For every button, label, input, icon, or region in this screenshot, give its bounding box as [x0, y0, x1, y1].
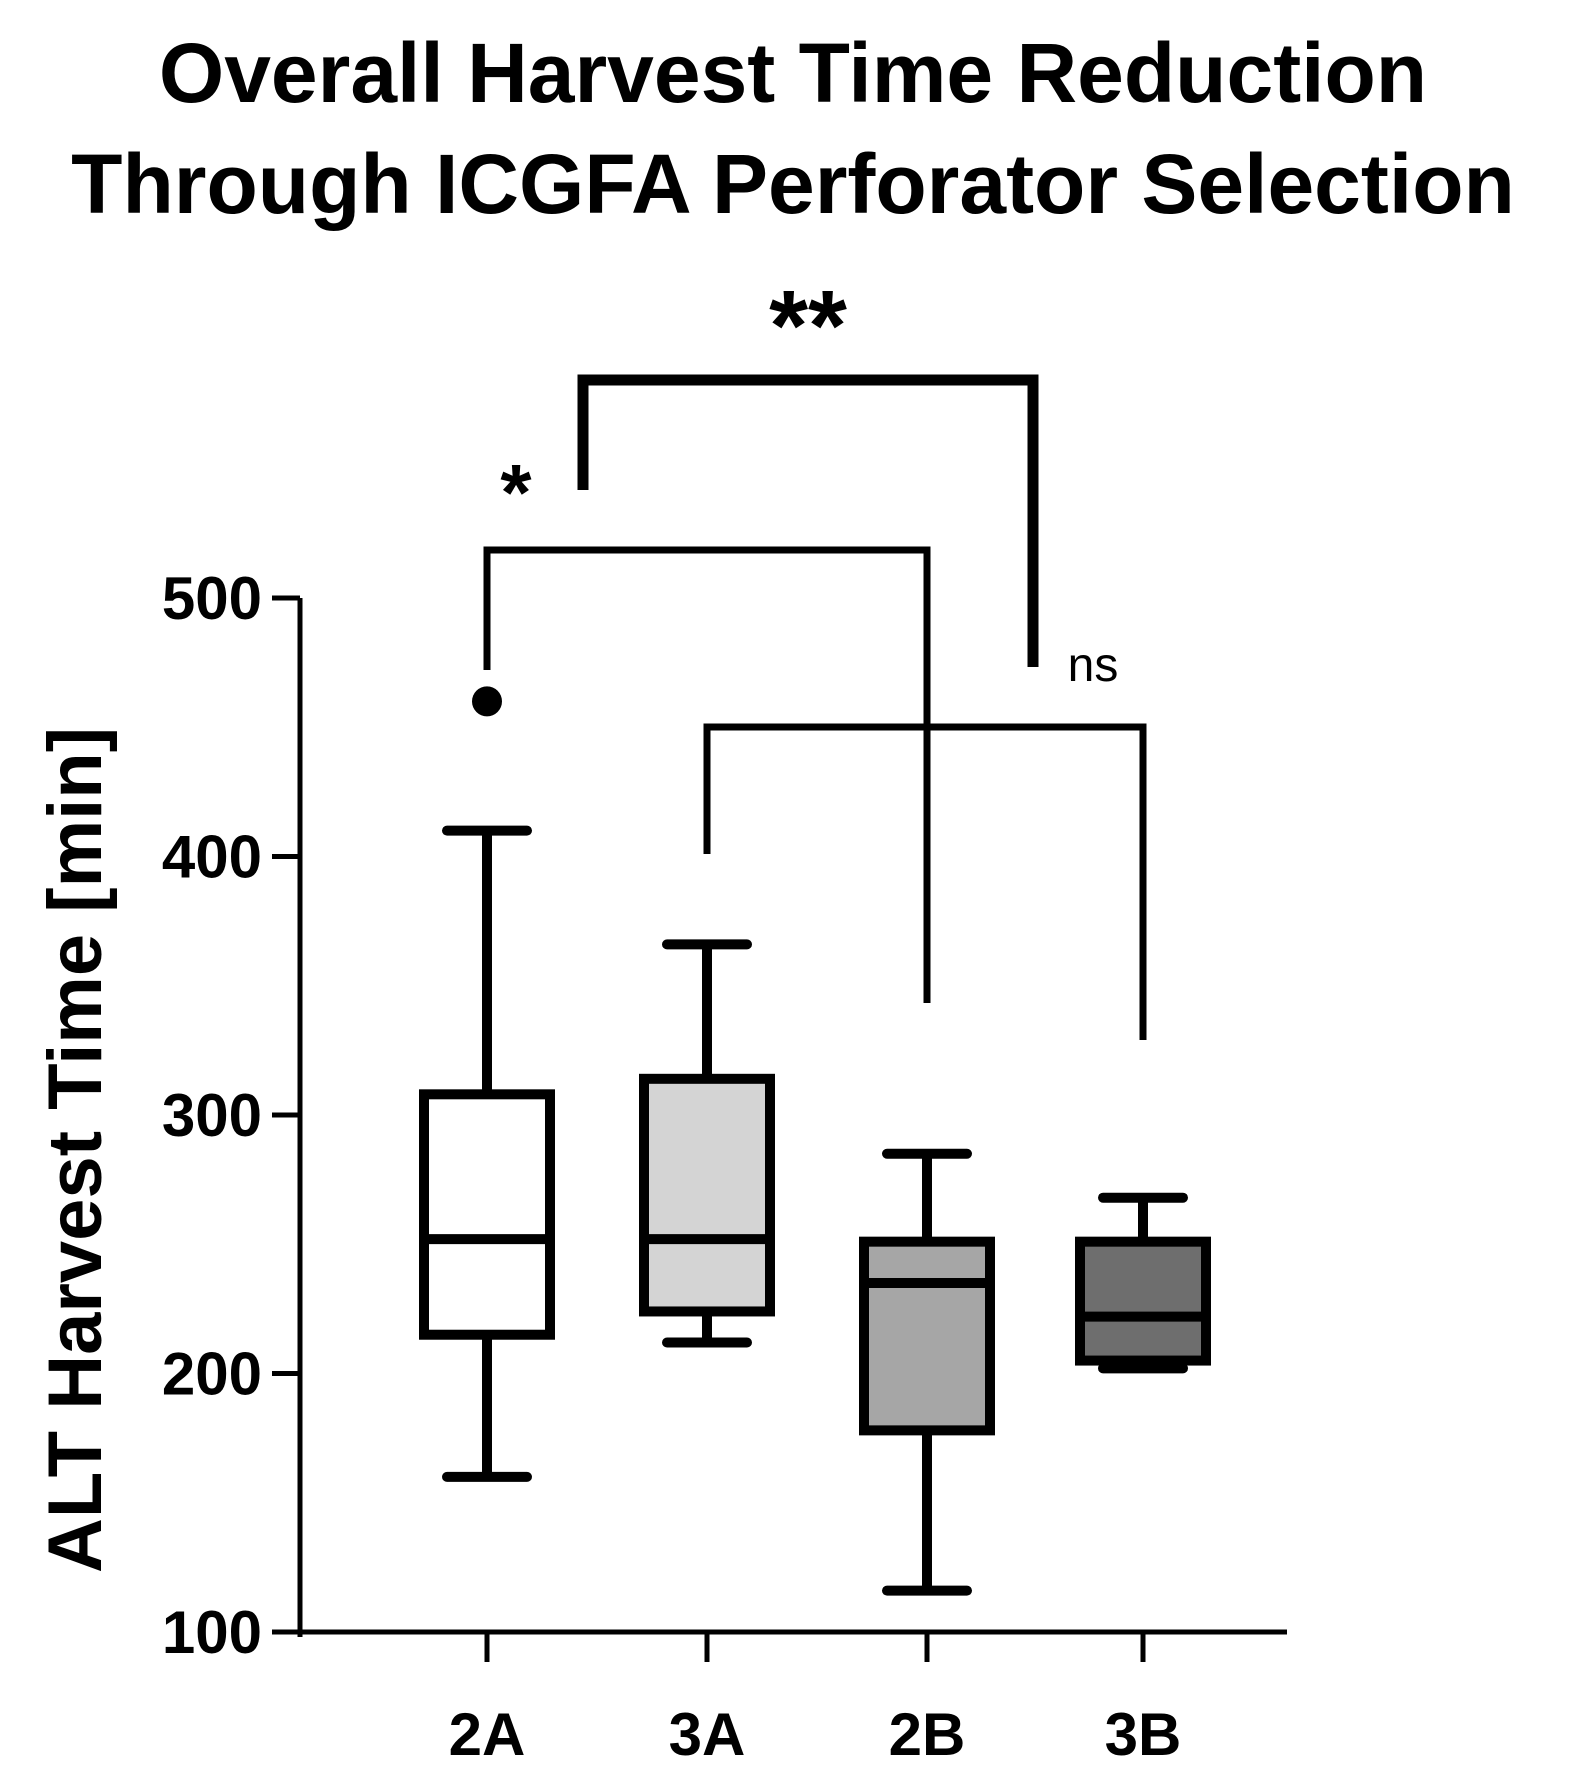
y-tick-label: 400 — [162, 824, 262, 891]
x-tick-label: 2A — [449, 1701, 526, 1768]
x-tick-label: 2B — [889, 1701, 966, 1768]
chart-title: Overall Harvest Time Reduction Through I… — [71, 26, 1515, 231]
axes: 100 200 300 400 500 2A 3A 2B 3B — [162, 565, 1287, 1768]
bracket-line — [703, 723, 1147, 1040]
box-3A — [639, 939, 775, 1348]
box-3B — [1075, 1192, 1211, 1374]
significance-label: ns — [1068, 639, 1119, 692]
box-body — [859, 1236, 995, 1436]
box-body — [1075, 1236, 1211, 1366]
significance-brackets: * ns ** — [483, 270, 1147, 1040]
bracket-overall: ** — [577, 270, 1039, 667]
chart-title-line-1: Overall Harvest Time Reduction — [159, 26, 1427, 120]
significance-label: * — [500, 448, 532, 537]
bracket-line — [577, 374, 1039, 667]
outlier-point — [472, 686, 502, 717]
x-tick-label: 3B — [1105, 1701, 1182, 1768]
box-body — [639, 1073, 775, 1317]
x-tick-label: 3A — [669, 1701, 746, 1768]
y-tick-label: 100 — [162, 1599, 262, 1666]
y-tick-label: 200 — [162, 1341, 262, 1408]
significance-label: ** — [769, 270, 847, 382]
y-axis-label: ALT Harvest Time [min] — [33, 727, 118, 1573]
bracket-line — [483, 546, 931, 1003]
bracket-2A-2B: * — [483, 448, 931, 1003]
box-series — [419, 686, 1211, 1596]
y-tick-label: 500 — [162, 565, 262, 632]
bracket-3A-3B: ns — [703, 639, 1147, 1040]
box-2A — [419, 686, 555, 1482]
box-body — [419, 1089, 555, 1340]
box-2B — [859, 1148, 995, 1596]
y-tick-label: 300 — [162, 1082, 262, 1149]
chart-title-line-2: Through ICGFA Perforator Selection — [71, 137, 1515, 231]
